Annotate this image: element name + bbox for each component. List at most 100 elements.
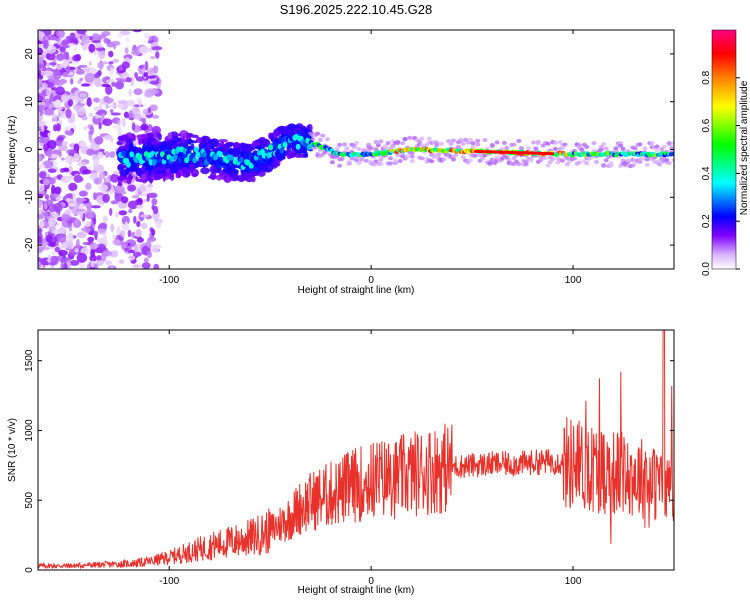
spectrogram-cell bbox=[143, 199, 148, 203]
spectrogram-cell bbox=[121, 135, 129, 141]
spectrogram-cell bbox=[666, 160, 672, 165]
spectrogram-cell bbox=[136, 197, 143, 206]
spectrogram-cell bbox=[528, 158, 534, 163]
spectrogram-cell bbox=[254, 146, 262, 150]
spectrogram-ridge-cell bbox=[198, 156, 204, 163]
spectrogram-cell bbox=[127, 184, 136, 192]
spectrogram-cell bbox=[552, 140, 558, 145]
colorbar-tick-label: 0.6 bbox=[701, 118, 712, 132]
spectrogram-ridge-cell bbox=[279, 147, 285, 154]
y-tick-label: 0 bbox=[24, 567, 35, 573]
spectrogram-cell bbox=[518, 146, 524, 151]
spectrogram-cell bbox=[101, 113, 105, 118]
spectrogram-cell bbox=[55, 38, 61, 42]
spectrogram-cell bbox=[155, 51, 160, 59]
spectrogram-cell bbox=[88, 61, 92, 66]
spectrogram-cell bbox=[66, 65, 70, 75]
spectrogram-cell bbox=[121, 196, 129, 204]
spectrogram-cell bbox=[102, 215, 109, 223]
spectrogram-cell bbox=[125, 36, 130, 43]
spectrogram-cell bbox=[53, 202, 63, 213]
spectrogram-cell bbox=[148, 192, 158, 199]
spectrogram-cell bbox=[579, 147, 585, 152]
spectrogram-cell bbox=[363, 158, 369, 163]
spectrogram-cell bbox=[56, 136, 65, 142]
spectrogram-cell bbox=[156, 170, 166, 174]
spectrogram-cell bbox=[112, 238, 121, 245]
snr-x-ticks: -100 0 100 bbox=[159, 330, 582, 587]
spectrogram-cell bbox=[552, 146, 558, 151]
spectrogram-cell bbox=[475, 142, 481, 147]
spectrogram-cell bbox=[78, 191, 88, 197]
spectrogram-cell bbox=[294, 153, 302, 158]
spectrogram-cell bbox=[43, 202, 48, 210]
spectrogram-cell bbox=[118, 259, 125, 264]
spectrogram-cell bbox=[354, 158, 360, 163]
spectrogram-cell bbox=[560, 158, 565, 163]
spectrogram-cell bbox=[671, 157, 674, 162]
colorbar-tick-label: 0.2 bbox=[701, 214, 712, 228]
colorbar-tick-label: 0.4 bbox=[701, 166, 712, 180]
spectrogram-cell bbox=[482, 153, 488, 158]
spectrogram-ridge-cell bbox=[137, 154, 143, 160]
spectrogram-cell bbox=[146, 239, 152, 248]
spectrogram-cell bbox=[38, 120, 45, 127]
spectrogram-cell bbox=[577, 160, 582, 165]
spectrogram-cell bbox=[572, 156, 578, 161]
spectrogram-cell bbox=[144, 33, 151, 39]
spectrogram-ridge-cell bbox=[193, 146, 199, 153]
spectrogram-cell bbox=[124, 47, 129, 54]
spectrogram-cell bbox=[378, 139, 384, 144]
spectrogram-ridge-cell bbox=[121, 150, 126, 157]
spectrogram-cell bbox=[82, 45, 88, 51]
snr-frame bbox=[37, 329, 675, 571]
spectrogram-cell bbox=[591, 141, 597, 146]
spectrogram-cell bbox=[516, 162, 522, 166]
spectrogram-cell bbox=[188, 160, 194, 165]
spectrogram-cell bbox=[38, 47, 44, 56]
spectrogram-cell bbox=[56, 53, 65, 61]
spectrogram-cell bbox=[113, 43, 117, 50]
spectrogram-cell bbox=[48, 217, 57, 227]
spectrogram-cell bbox=[468, 158, 473, 163]
spectrogram-cell bbox=[244, 145, 254, 153]
spectrogram-cell bbox=[487, 161, 493, 166]
spectrogram-cell bbox=[49, 93, 54, 103]
spectrogram-cell bbox=[603, 146, 609, 151]
spectrogram-cell bbox=[38, 142, 41, 147]
spectrogram-cell bbox=[230, 147, 241, 155]
spectrogram-cell bbox=[458, 137, 464, 142]
spectrogram-cell bbox=[504, 155, 510, 160]
spectrogram-cell bbox=[256, 169, 260, 174]
spectrogram-cell bbox=[126, 175, 132, 185]
spectrogram-ridge-cell bbox=[192, 157, 198, 164]
spectrogram-cell bbox=[178, 133, 182, 137]
spectrogram-cell bbox=[88, 43, 96, 53]
spectrogram-cell bbox=[54, 139, 64, 146]
spectrogram-cell bbox=[93, 50, 97, 55]
spectrogram-cell bbox=[140, 123, 149, 131]
spectrogram-cell bbox=[151, 46, 163, 51]
spectrogram-cell bbox=[654, 144, 660, 149]
spectrogram-cell bbox=[111, 124, 122, 129]
spectrogram-cell bbox=[38, 261, 42, 268]
spectrogram-cell bbox=[642, 146, 648, 151]
spectrogram-cell bbox=[64, 130, 73, 136]
spectrogram-cell bbox=[608, 163, 614, 168]
spectrogram-x-ticks: -100 0 100 bbox=[159, 30, 582, 286]
spectrogram-cell bbox=[102, 118, 113, 126]
spectrogram-cell bbox=[38, 44, 45, 48]
snr-y-label: SNR (10 * v/v) bbox=[7, 418, 18, 482]
spectrogram-cell bbox=[141, 133, 147, 138]
spectrogram-cell bbox=[67, 240, 74, 250]
spectrogram-cell bbox=[147, 137, 156, 142]
spectrogram-cell bbox=[57, 144, 68, 152]
spectrogram-cell bbox=[76, 252, 88, 263]
spectrogram-cell bbox=[72, 189, 78, 200]
spectrogram-cell bbox=[60, 214, 71, 222]
spectrogram-cell bbox=[81, 83, 90, 87]
spectrogram-cell bbox=[91, 205, 101, 209]
spectrogram-cell bbox=[59, 168, 66, 173]
spectrogram-cell bbox=[337, 142, 343, 147]
